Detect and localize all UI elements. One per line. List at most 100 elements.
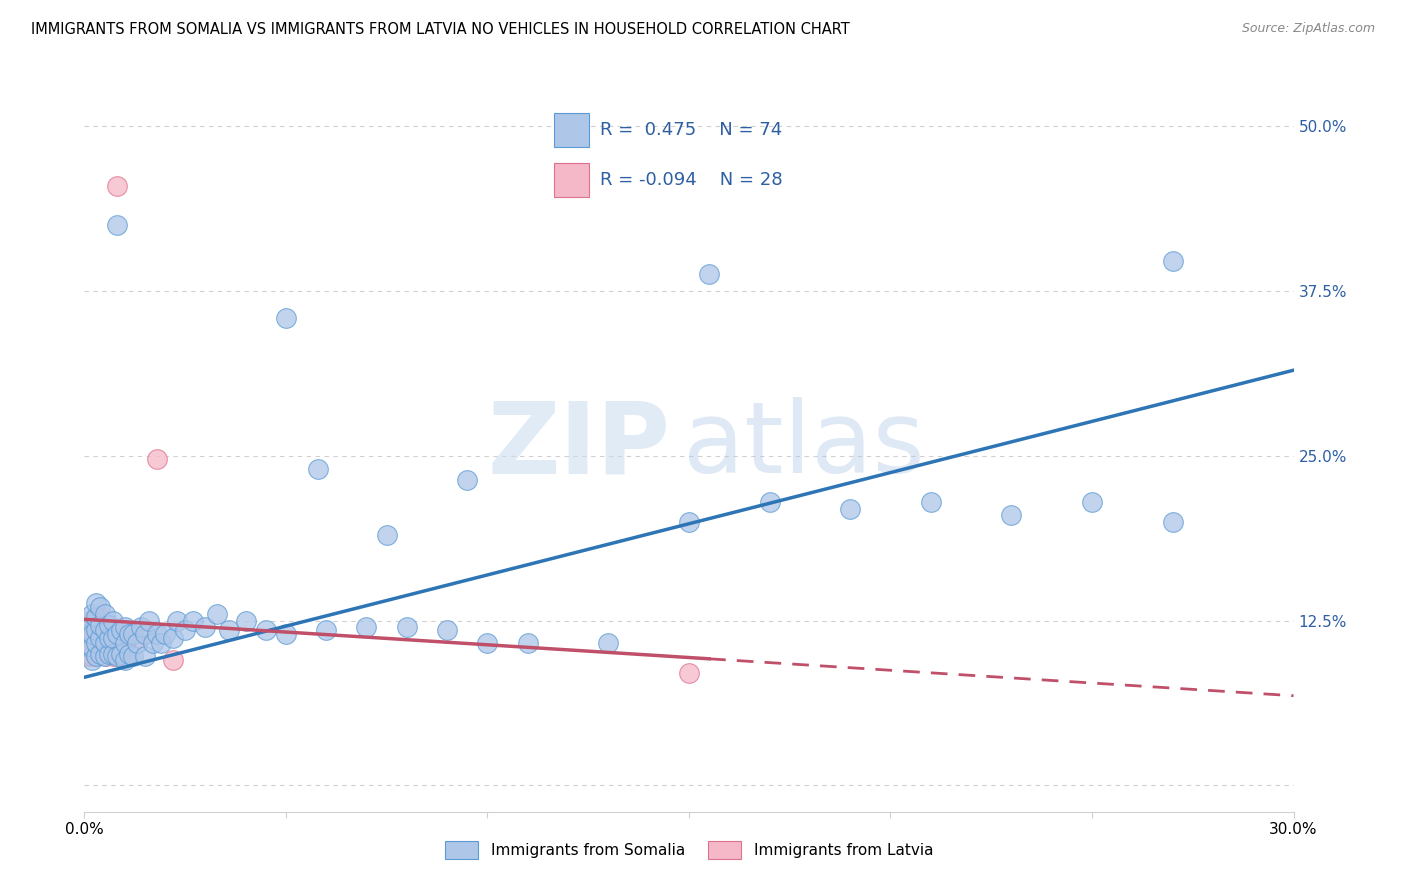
Point	[97, 631, 120, 645]
Point	[93, 649, 115, 664]
Point	[456, 473, 478, 487]
Legend: Immigrants from Somalia, Immigrants from Latvia: Immigrants from Somalia, Immigrants from…	[444, 841, 934, 859]
Point	[274, 627, 297, 641]
Point	[118, 627, 141, 641]
Point	[105, 647, 128, 661]
Point	[114, 620, 136, 634]
Point	[86, 636, 108, 650]
Point	[89, 609, 111, 624]
Point	[86, 609, 108, 624]
Point	[114, 649, 136, 664]
Point	[77, 627, 100, 641]
Point	[86, 649, 108, 664]
Point	[153, 627, 176, 641]
Point	[82, 649, 104, 664]
Point	[356, 620, 378, 634]
Point	[82, 607, 104, 621]
Point	[274, 310, 297, 325]
Point	[235, 614, 257, 628]
Point	[77, 614, 100, 628]
Point	[114, 653, 136, 667]
Point	[101, 614, 124, 628]
Point	[105, 219, 128, 233]
Text: atlas: atlas	[683, 398, 925, 494]
Point	[93, 627, 115, 641]
Point	[149, 636, 172, 650]
Point	[97, 647, 120, 661]
Point	[1161, 515, 1184, 529]
Point	[142, 636, 165, 650]
Point	[82, 614, 104, 628]
Point	[134, 627, 156, 641]
Point	[315, 623, 337, 637]
Point	[436, 623, 458, 637]
Point	[110, 623, 132, 637]
Point	[162, 631, 184, 645]
Point	[105, 178, 128, 193]
Point	[207, 607, 229, 621]
Point	[86, 597, 108, 611]
Point	[121, 649, 143, 664]
Point	[86, 623, 108, 637]
Point	[93, 636, 115, 650]
Point	[166, 614, 188, 628]
Point	[125, 636, 148, 650]
Point	[89, 600, 111, 615]
Point	[194, 620, 217, 634]
Point	[1000, 508, 1022, 523]
Point	[77, 620, 100, 634]
Point	[101, 631, 124, 645]
Point	[134, 649, 156, 664]
Point	[93, 649, 115, 664]
Point	[86, 633, 108, 648]
Point	[93, 623, 115, 637]
Text: Source: ZipAtlas.com: Source: ZipAtlas.com	[1241, 22, 1375, 36]
Point	[254, 623, 277, 637]
Point	[86, 614, 108, 628]
Point	[82, 627, 104, 641]
Point	[110, 649, 132, 664]
Point	[82, 640, 104, 654]
Point	[89, 647, 111, 661]
Point	[307, 462, 329, 476]
Point	[77, 636, 100, 650]
Point	[129, 620, 152, 634]
Text: IMMIGRANTS FROM SOMALIA VS IMMIGRANTS FROM LATVIA NO VEHICLES IN HOUSEHOLD CORRE: IMMIGRANTS FROM SOMALIA VS IMMIGRANTS FR…	[31, 22, 849, 37]
Point	[1081, 495, 1104, 509]
Point	[118, 647, 141, 661]
Point	[110, 647, 132, 661]
Point	[118, 627, 141, 641]
Point	[89, 647, 111, 661]
Point	[101, 631, 124, 645]
Point	[697, 267, 720, 281]
Point	[101, 647, 124, 661]
Point	[839, 501, 862, 516]
Point	[678, 666, 700, 681]
Point	[89, 617, 111, 632]
Point	[82, 653, 104, 667]
Point	[77, 649, 100, 664]
Point	[114, 636, 136, 650]
Point	[89, 627, 111, 641]
Point	[516, 636, 538, 650]
Point	[82, 631, 104, 645]
Point	[758, 495, 780, 509]
Point	[97, 617, 120, 632]
Point	[477, 636, 499, 650]
Point	[101, 649, 124, 664]
Point	[110, 631, 132, 645]
Point	[174, 623, 197, 637]
Point	[134, 627, 156, 641]
Point	[181, 614, 204, 628]
Point	[598, 636, 620, 650]
Point	[105, 627, 128, 641]
Point	[218, 623, 240, 637]
Point	[93, 607, 115, 621]
Point	[138, 614, 160, 628]
Point	[375, 528, 398, 542]
Point	[77, 640, 100, 654]
Text: ZIP: ZIP	[488, 398, 671, 494]
Point	[146, 627, 169, 641]
Point	[97, 623, 120, 637]
Point	[1161, 253, 1184, 268]
